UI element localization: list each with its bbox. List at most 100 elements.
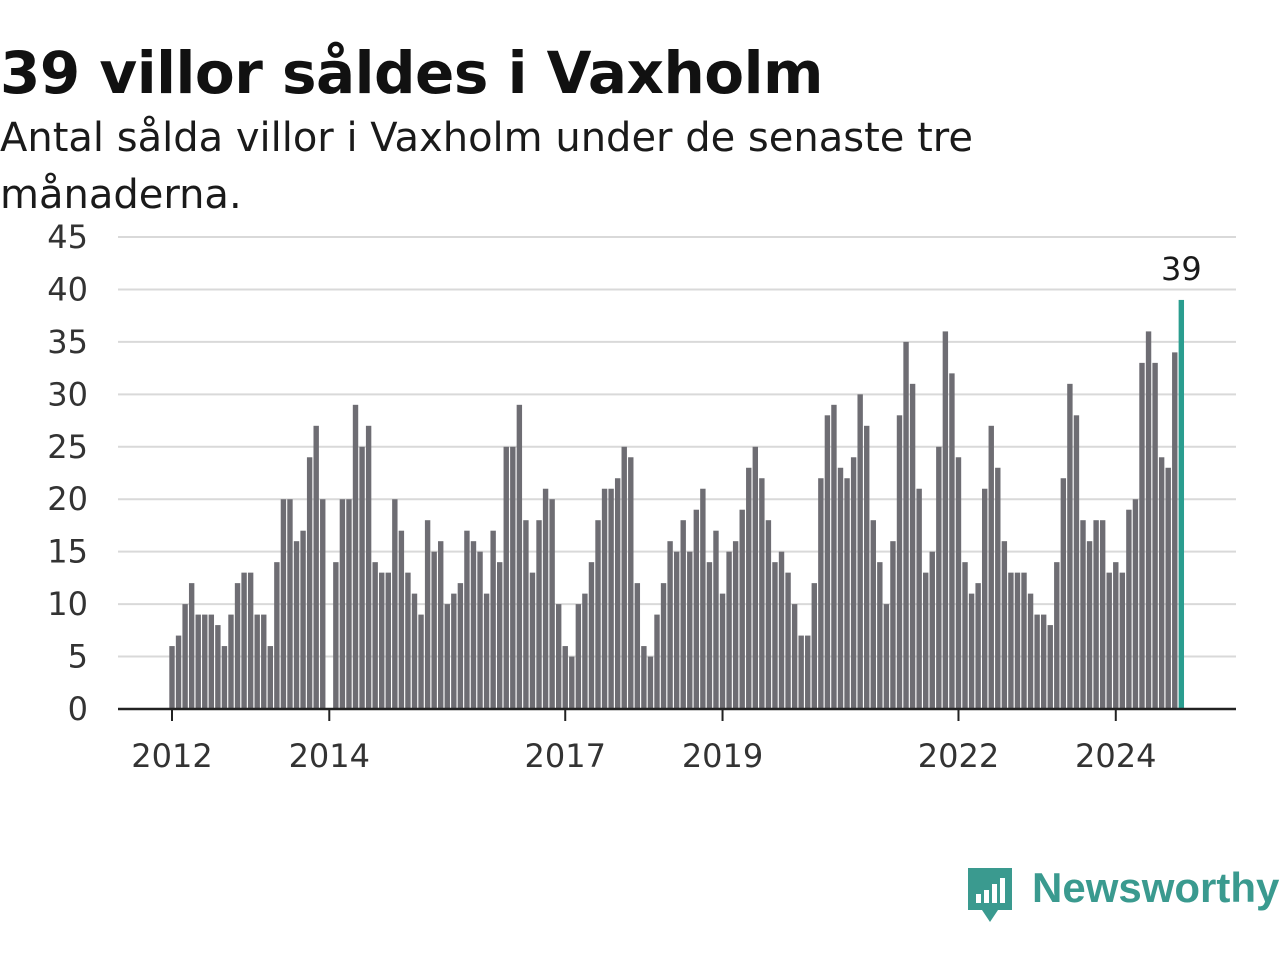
bar bbox=[857, 394, 863, 709]
y-tick-label: 5 bbox=[68, 638, 88, 676]
bar bbox=[392, 499, 398, 709]
bar bbox=[601, 488, 608, 709]
chart-title: 39 villor såldes i Vaxholm bbox=[0, 39, 823, 107]
bar bbox=[818, 478, 824, 709]
bar bbox=[280, 499, 287, 709]
bar bbox=[1165, 467, 1171, 709]
bar bbox=[864, 425, 870, 709]
bar bbox=[1172, 352, 1178, 709]
bar bbox=[837, 467, 844, 709]
x-axis: 2012 2014 2017 2019 2022 2024 bbox=[118, 707, 1236, 775]
bar bbox=[805, 635, 811, 709]
bar bbox=[752, 446, 759, 709]
bar bbox=[228, 614, 234, 709]
bar bbox=[424, 520, 431, 709]
bar bbox=[1054, 562, 1060, 709]
bar bbox=[719, 593, 726, 709]
bar bbox=[896, 415, 903, 709]
bar bbox=[614, 478, 621, 709]
bar bbox=[673, 551, 680, 709]
bar bbox=[791, 604, 798, 709]
bar bbox=[195, 614, 201, 709]
bar bbox=[569, 656, 575, 709]
bar bbox=[903, 341, 909, 709]
bar bbox=[909, 383, 916, 709]
bar bbox=[1047, 625, 1053, 709]
bar bbox=[608, 488, 614, 709]
bar bbox=[706, 562, 713, 709]
bar bbox=[1014, 572, 1021, 709]
bar bbox=[929, 551, 935, 709]
bar bbox=[1126, 509, 1132, 709]
bar bbox=[215, 625, 221, 709]
y-tick-label: 30 bbox=[47, 375, 88, 413]
y-tick-label: 15 bbox=[47, 533, 88, 571]
bar bbox=[811, 583, 817, 709]
bar bbox=[1106, 572, 1112, 709]
bar bbox=[510, 446, 516, 709]
bar bbox=[641, 646, 647, 709]
bar bbox=[464, 530, 470, 709]
bar bbox=[208, 614, 215, 709]
y-axis-labels: 0 5 10 15 20 25 30 35 40 45 bbox=[47, 218, 88, 728]
bar bbox=[313, 425, 319, 709]
bar bbox=[247, 572, 254, 709]
bar bbox=[542, 488, 549, 709]
y-tick-label: 25 bbox=[47, 428, 88, 466]
bar bbox=[660, 583, 667, 709]
x-tick-label: 2014 bbox=[289, 737, 370, 775]
bar bbox=[254, 614, 260, 709]
bar bbox=[536, 520, 542, 709]
bar bbox=[497, 562, 503, 709]
bar bbox=[523, 520, 529, 709]
newsworthy-logo: Newsworthy bbox=[964, 864, 1279, 926]
bar bbox=[1021, 572, 1027, 709]
bar bbox=[988, 425, 994, 709]
bar bbox=[241, 572, 247, 709]
bar bbox=[667, 541, 673, 709]
bar bbox=[647, 656, 654, 709]
bar bbox=[628, 457, 634, 709]
bar bbox=[949, 373, 955, 709]
bar bbox=[1040, 614, 1047, 709]
bar bbox=[824, 415, 831, 709]
x-tick-label: 2019 bbox=[682, 737, 763, 775]
bar bbox=[1008, 572, 1014, 709]
bar bbox=[451, 593, 457, 709]
bar bbox=[687, 551, 693, 709]
bar bbox=[1099, 520, 1106, 709]
bar bbox=[562, 646, 568, 709]
bar bbox=[1027, 593, 1034, 709]
bar bbox=[962, 562, 968, 709]
bar bbox=[372, 562, 378, 709]
bar bbox=[595, 520, 601, 709]
bar bbox=[955, 457, 962, 709]
bar bbox=[379, 572, 385, 709]
bar-chart-speech-bubble-icon bbox=[968, 868, 1012, 922]
bar bbox=[1139, 362, 1145, 709]
y-tick-label: 40 bbox=[47, 270, 88, 308]
bar bbox=[221, 646, 228, 709]
bar bbox=[726, 551, 732, 709]
bar bbox=[1034, 614, 1040, 709]
y-tick-label: 20 bbox=[47, 480, 88, 518]
bar bbox=[549, 499, 555, 709]
bar bbox=[759, 478, 765, 709]
annotations: 39 bbox=[1161, 250, 1202, 288]
bar bbox=[582, 593, 588, 709]
bar bbox=[438, 541, 444, 709]
bar bbox=[418, 614, 424, 709]
bar bbox=[1086, 541, 1093, 709]
y-tick-label: 45 bbox=[47, 218, 88, 256]
bar bbox=[202, 614, 208, 709]
bar bbox=[883, 604, 890, 709]
bar bbox=[772, 562, 778, 709]
bar bbox=[516, 404, 523, 709]
bar bbox=[503, 446, 509, 709]
bar bbox=[346, 499, 352, 709]
bar bbox=[261, 614, 267, 709]
x-tick-label: 2012 bbox=[131, 737, 212, 775]
bar bbox=[1145, 331, 1152, 709]
bar bbox=[1060, 478, 1067, 709]
